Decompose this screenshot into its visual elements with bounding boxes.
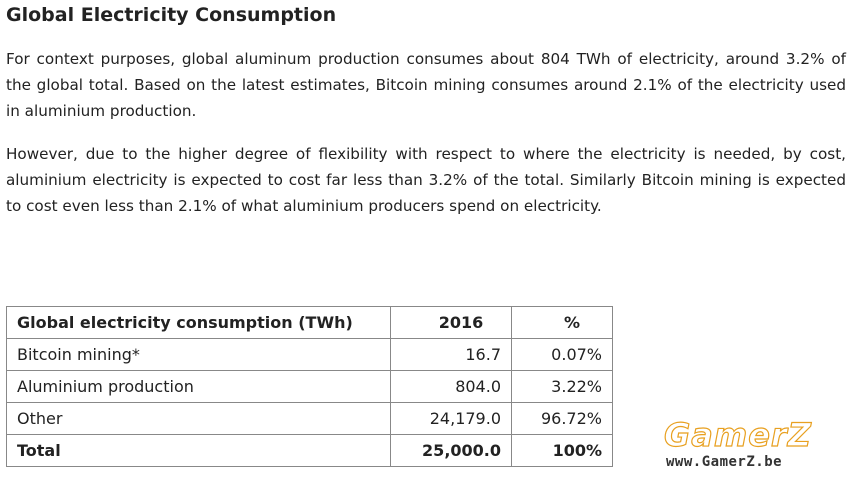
watermark-url: www.GamerZ.be (666, 454, 783, 470)
cell: 25,000.0 (390, 434, 512, 467)
header-cell: % (511, 306, 613, 339)
data-table: Global electricity consumption (TWh) 201… (6, 306, 613, 467)
cell: 0.07% (511, 338, 613, 371)
table-row: Other 24,179.0 96.72% (6, 402, 613, 435)
cell: Total (6, 434, 391, 467)
paragraph: For context purposes, global aluminum pr… (6, 50, 846, 120)
cell: 24,179.0 (390, 402, 512, 435)
cell: 3.22% (511, 370, 613, 403)
cell: Other (6, 402, 391, 435)
cell: Aluminium production (6, 370, 391, 403)
table-header: Global electricity consumption (TWh) 201… (6, 306, 613, 339)
cell: Bitcoin mining* (6, 338, 391, 371)
cell: 16.7 (390, 338, 512, 371)
watermark-logo: GamerZ (663, 415, 812, 454)
cell: 96.72% (511, 402, 613, 435)
cell: 804.0 (390, 370, 512, 403)
title: Global Electricity Consumption (6, 4, 337, 26)
header-cell: 2016 (390, 306, 512, 339)
table-row: Bitcoin mining* 16.7 0.07% (6, 338, 613, 371)
header-cell: Global electricity consumption (TWh) (6, 306, 391, 339)
paragraph: However, due to the higher degree of fle… (6, 145, 846, 215)
table-row: Total 25,000.0 100% (6, 434, 613, 467)
table-row: Aluminium production 804.0 3.22% (6, 370, 613, 403)
cell: 100% (511, 434, 613, 467)
